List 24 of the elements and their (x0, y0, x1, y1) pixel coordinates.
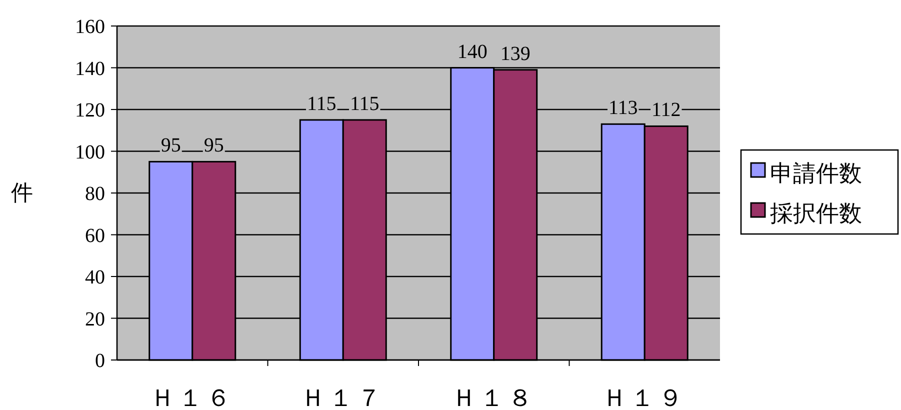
y-tick-label: 100 (75, 141, 105, 164)
y-axis-title: 件 (11, 180, 33, 205)
x-tick-label: Ｈ１７ (301, 386, 386, 410)
y-tick-label: 0 (95, 350, 105, 372)
data-label: 113 (608, 97, 638, 120)
x-tick-label: Ｈ１８ (452, 386, 536, 410)
y-tick-label: 20 (85, 308, 105, 330)
y-tick-label: 160 (75, 16, 105, 38)
y-tick-label: 40 (85, 266, 105, 288)
y-tick-label: 140 (75, 58, 105, 80)
data-label: 139 (500, 42, 530, 65)
data-label: 140 (457, 40, 488, 63)
legend-label: 申請件数 (770, 161, 862, 186)
y-tick-label: 80 (85, 183, 105, 205)
data-label: 115 (350, 92, 380, 115)
y-tick-label: 120 (75, 100, 105, 122)
x-tick-label: Ｈ１６ (150, 386, 234, 410)
x-tick-label: Ｈ１９ (602, 386, 687, 410)
data-label: 95 (160, 134, 181, 157)
data-label: 112 (651, 99, 681, 122)
y-tick-label: 60 (85, 224, 105, 247)
data-label: 115 (306, 92, 336, 115)
legend-label: 採択件数 (770, 201, 862, 226)
data-label: 95 (204, 134, 224, 157)
